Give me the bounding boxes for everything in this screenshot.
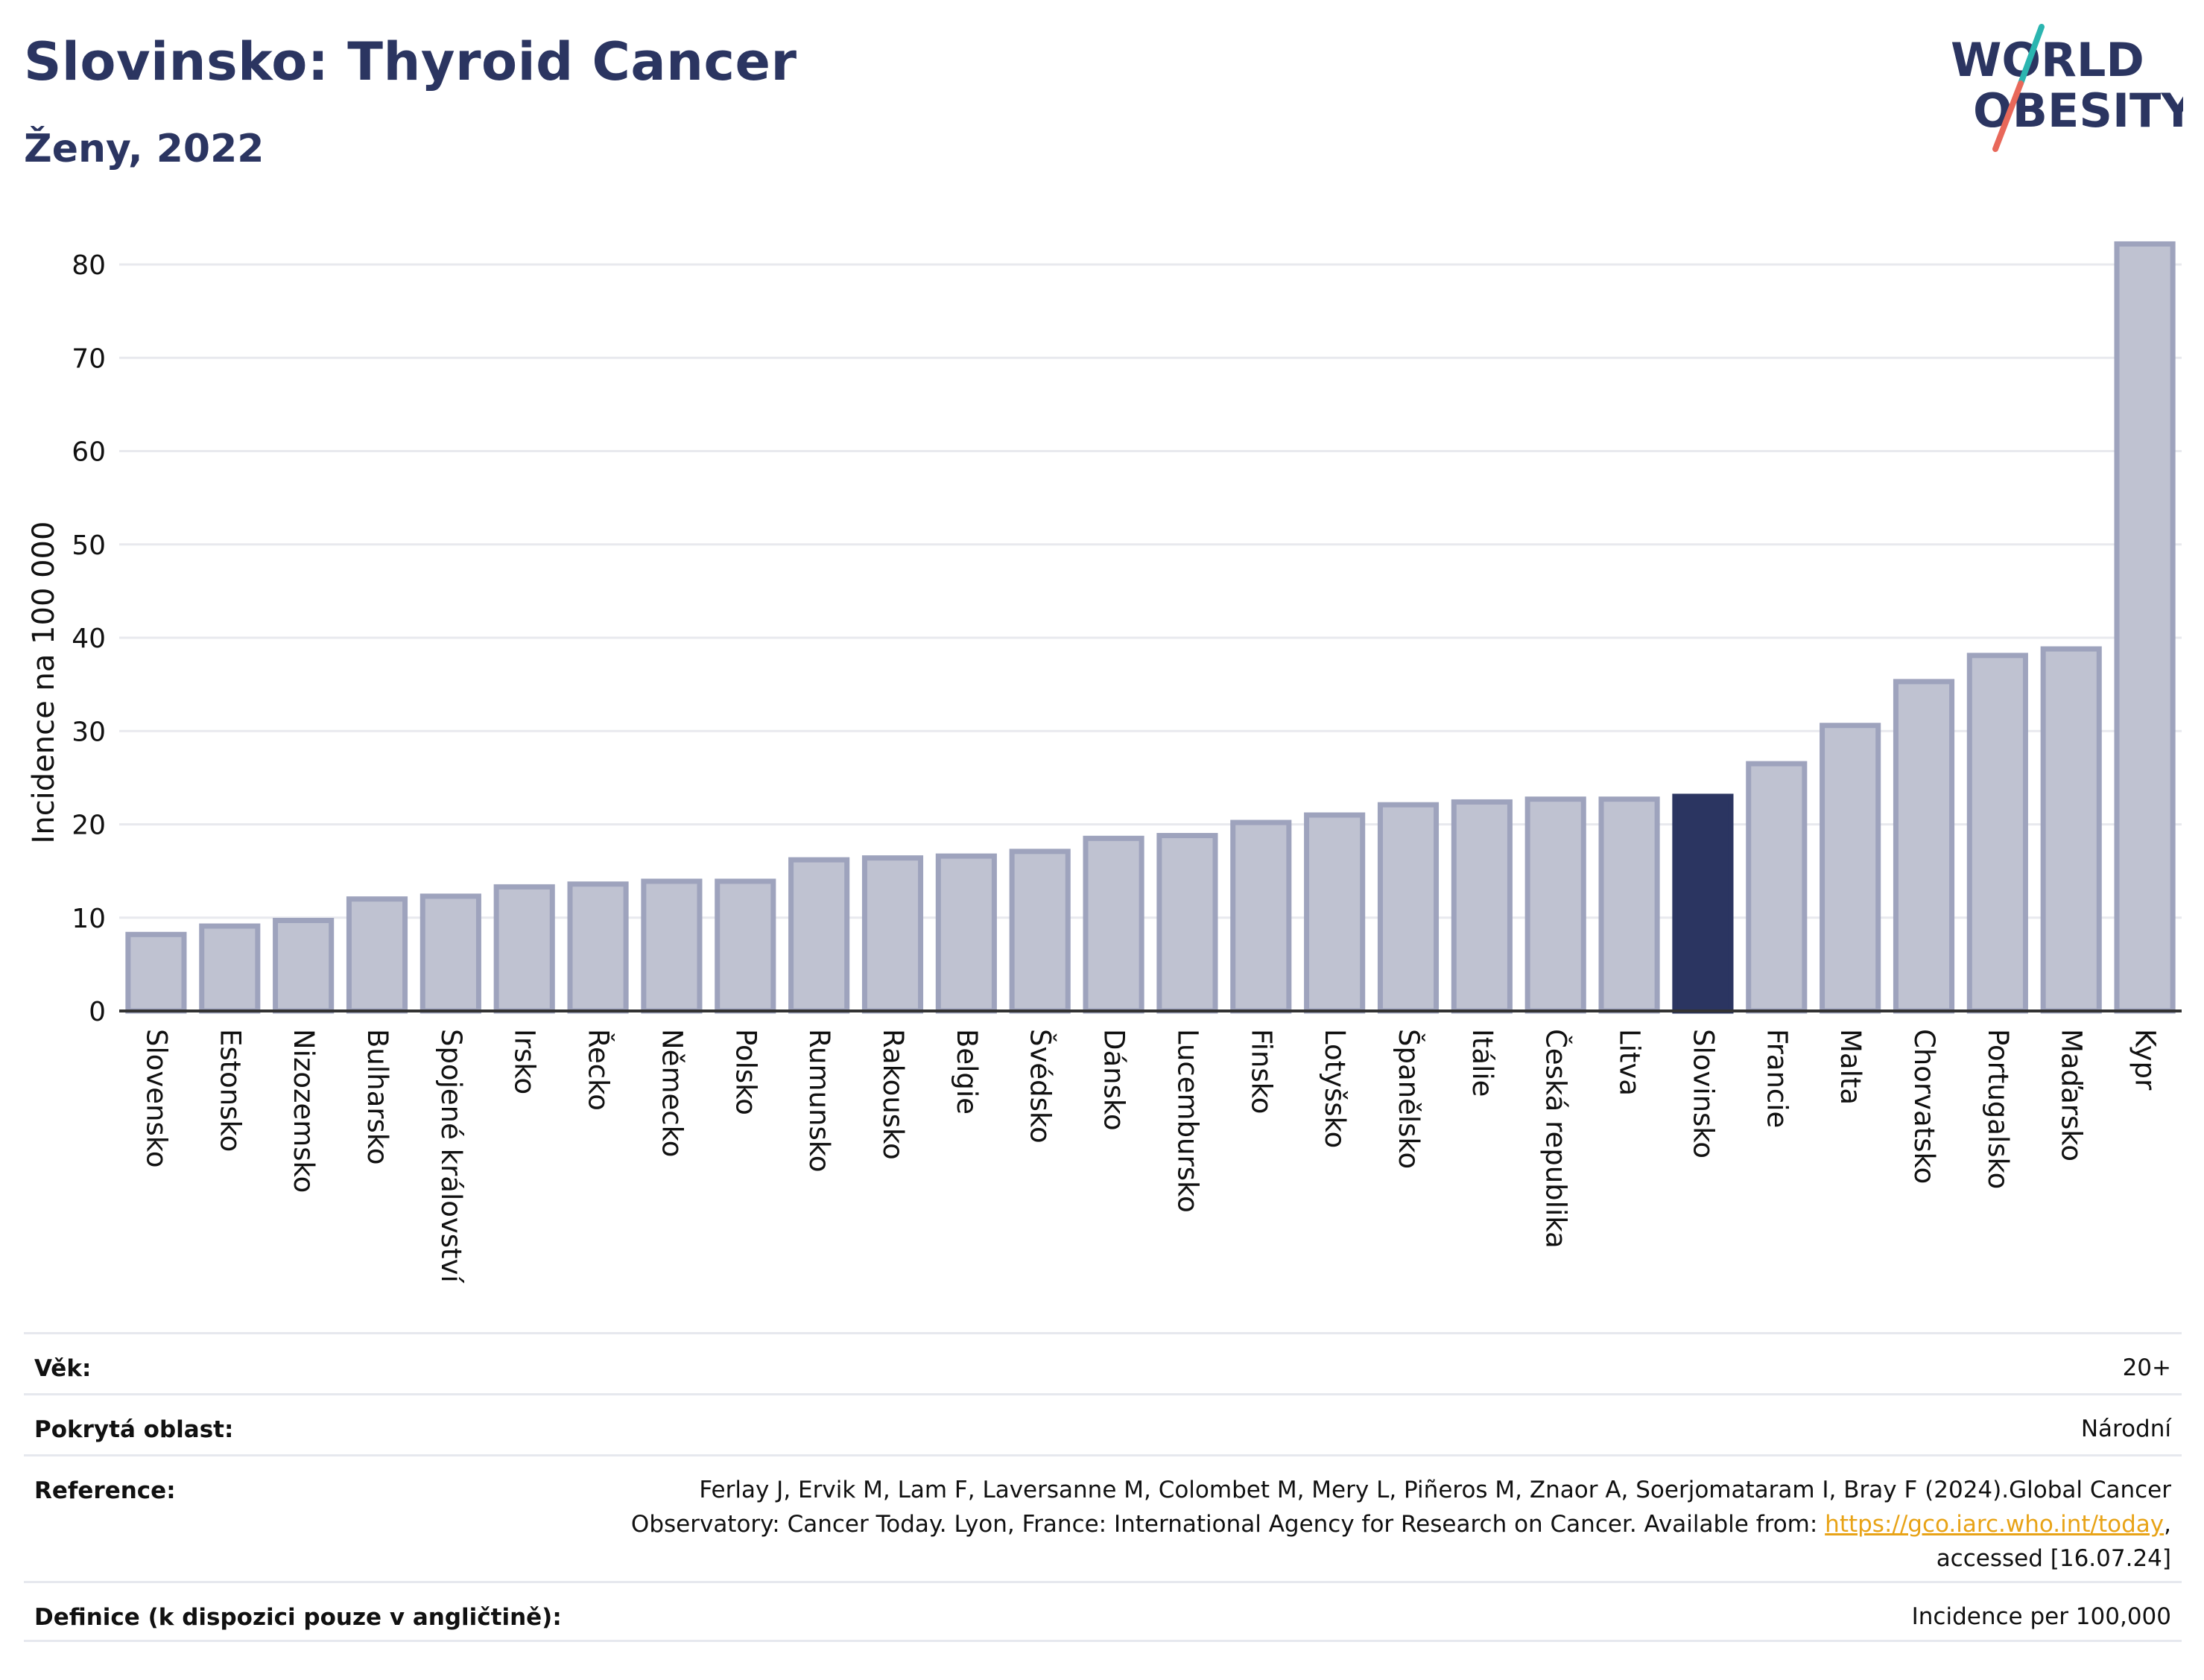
bar bbox=[419, 893, 481, 1014]
x-tick-label: Lotyšsko bbox=[1319, 1029, 1351, 1148]
x-tick-label: Estonsko bbox=[214, 1029, 246, 1152]
bar bbox=[1746, 761, 1808, 1014]
bar bbox=[1820, 723, 1881, 1014]
bar bbox=[2114, 241, 2176, 1014]
meta-row-definition: Definice (k dispozici pouze v angličtině… bbox=[24, 1581, 2182, 1642]
bar-chart: 0 10 20 30 40 50 60 70 80 Slovensko Estonsko Nizoz… bbox=[27, 241, 2182, 1284]
page-subtitle: Ženy, 2022 bbox=[24, 127, 265, 171]
bar bbox=[199, 923, 261, 1014]
metadata-table: Věk: 20+ Pokrytá oblast: Národní Referen… bbox=[24, 1332, 2182, 1642]
x-tick-label: Švédsko bbox=[1025, 1029, 1057, 1144]
x-tick-label: Německo bbox=[656, 1029, 688, 1157]
reference-link[interactable]: https://gco.iarc.who.int/today bbox=[1825, 1511, 2165, 1538]
y-tick-label: 10 bbox=[72, 904, 106, 934]
x-tick-label: Dánsko bbox=[1098, 1029, 1130, 1131]
bar bbox=[1524, 796, 1586, 1014]
y-tick-label: 0 bbox=[89, 997, 106, 1027]
reference-accessed: , accessed [16.07.24] bbox=[1936, 1511, 2171, 1572]
meta-row-age: Věk: 20+ bbox=[24, 1332, 2182, 1393]
x-tick-label: Česká republika bbox=[1540, 1029, 1573, 1249]
bar bbox=[1156, 833, 1218, 1014]
x-tick-label: Kypr bbox=[2129, 1029, 2162, 1091]
bar bbox=[935, 853, 997, 1014]
bar bbox=[861, 855, 924, 1014]
x-tick-label: Lucembursko bbox=[1171, 1029, 1203, 1213]
bar bbox=[273, 918, 335, 1014]
x-tick-label: Francie bbox=[1761, 1029, 1793, 1128]
page-title: Slovinsko: Thyroid Cancer bbox=[24, 31, 797, 92]
reference-value: Ferlay J, Ervik M, Lam F, Laversanne M, … bbox=[607, 1456, 2171, 1581]
logo-slash-red bbox=[1992, 80, 2024, 152]
area-label: Pokrytá oblast: bbox=[34, 1416, 234, 1443]
definition-value: Incidence per 100,000 bbox=[1911, 1603, 2171, 1630]
x-tick-label: Chorvatsko bbox=[1908, 1029, 1940, 1184]
x-tick-label: Nizozemsko bbox=[288, 1029, 320, 1193]
world-obesity-logo: WORLD OBESITY bbox=[1951, 24, 2183, 152]
x-tick-label: Malta bbox=[1834, 1029, 1866, 1105]
x-tick-label: Maďarsko bbox=[2056, 1029, 2088, 1161]
x-tick-label: Řecko bbox=[583, 1029, 615, 1111]
y-tick-label: 60 bbox=[72, 437, 106, 468]
age-label: Věk: bbox=[34, 1355, 92, 1382]
bar bbox=[493, 884, 555, 1014]
reference-text: Ferlay J, Ervik M, Lam F, Laversanne M, … bbox=[630, 1477, 2171, 1538]
x-tick-label: Itálie bbox=[1466, 1029, 1498, 1097]
bar bbox=[715, 878, 776, 1014]
bar bbox=[1009, 849, 1071, 1014]
x-tick-label: Spojené království bbox=[435, 1029, 467, 1284]
bar bbox=[1451, 799, 1513, 1014]
bar bbox=[2040, 646, 2102, 1014]
x-tick-label: Litva bbox=[1614, 1029, 1646, 1096]
x-tick-label: Slovensko bbox=[140, 1029, 172, 1168]
y-tick-label: 30 bbox=[72, 717, 106, 747]
bar bbox=[788, 857, 850, 1014]
bar bbox=[1672, 793, 1734, 1014]
x-tick-label: Finsko bbox=[1245, 1029, 1277, 1114]
x-tick-label: Španělsko bbox=[1393, 1029, 1425, 1169]
x-tick-label: Rakousko bbox=[877, 1029, 909, 1160]
y-tick-label: 20 bbox=[72, 811, 106, 841]
meta-row-area: Pokrytá oblast: Národní bbox=[24, 1393, 2182, 1454]
x-tick-label: Polsko bbox=[729, 1029, 761, 1115]
logo-slash-teal bbox=[2018, 24, 2045, 86]
y-tick-label: 80 bbox=[72, 250, 106, 281]
age-value: 20+ bbox=[2122, 1354, 2171, 1381]
x-tick-label: Irsko bbox=[509, 1029, 541, 1094]
x-tick-label: Slovinsko bbox=[1687, 1029, 1719, 1158]
bar bbox=[1377, 802, 1440, 1014]
y-axis-ticks: 0 10 20 30 40 50 60 70 80 bbox=[72, 250, 106, 1027]
x-tick-label: Rumunsko bbox=[803, 1029, 835, 1172]
area-value: Národní bbox=[2080, 1416, 2171, 1442]
bar bbox=[1083, 835, 1144, 1014]
bar bbox=[1598, 796, 1660, 1014]
x-tick-label: Belgie bbox=[951, 1029, 983, 1115]
x-axis-ticks: Slovensko Estonsko Nizozemsko Bulharsko Spoj… bbox=[140, 1029, 2161, 1284]
bar bbox=[125, 931, 187, 1014]
logo-line1: WORLD bbox=[1951, 33, 2144, 87]
x-tick-label: Portugalsko bbox=[1982, 1029, 2014, 1189]
reference-label: Reference: bbox=[34, 1477, 176, 1504]
y-tick-label: 50 bbox=[72, 530, 106, 561]
meta-row-reference: Reference: Ferlay J, Ervik M, Lam F, Lav… bbox=[24, 1454, 2182, 1581]
bar bbox=[346, 896, 408, 1014]
bar bbox=[567, 881, 629, 1014]
bar bbox=[641, 878, 703, 1014]
bar bbox=[1304, 812, 1366, 1014]
y-tick-label: 70 bbox=[72, 343, 106, 374]
bar bbox=[1893, 679, 1955, 1014]
bar bbox=[1230, 820, 1292, 1014]
y-tick-label: 40 bbox=[72, 624, 106, 654]
x-tick-label: Bulharsko bbox=[361, 1029, 393, 1164]
bar bbox=[1966, 653, 2028, 1014]
definition-label: Definice (k dispozici pouze v angličtině… bbox=[34, 1604, 562, 1631]
y-axis-label: Incidence na 100 000 bbox=[27, 522, 61, 844]
bars bbox=[125, 241, 2176, 1014]
